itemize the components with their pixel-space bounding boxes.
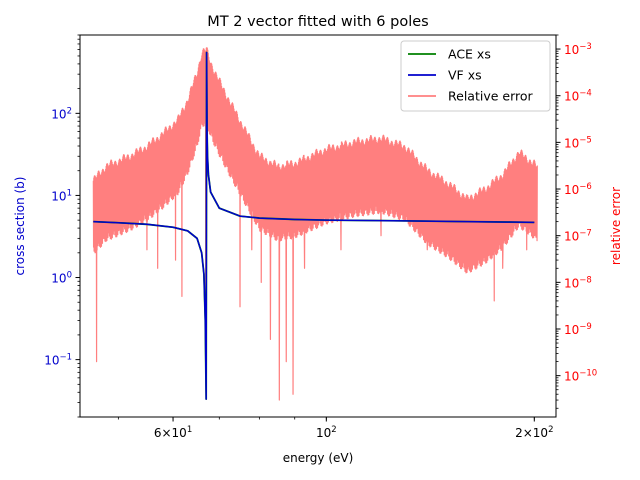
y-right-tick-label: 10−5 <box>564 135 592 150</box>
x-axis: 6×101 102 2×102 <box>117 417 553 440</box>
x-axis-label: energy (eV) <box>283 451 354 465</box>
y-right-tick-label: 10−9 <box>564 322 592 337</box>
y-axis-left: 10−1 100 101 102 <box>44 34 80 418</box>
y-axis-right: 10−10 10−9 10−8 10−7 10−6 10−5 10−4 10−3 <box>556 34 597 409</box>
chart-title: MT 2 vector fitted with 6 poles <box>207 14 428 30</box>
legend: ACE xs VF xs Relative error <box>400 40 551 112</box>
y-right-tick-label: 10−10 <box>564 369 597 384</box>
y-left-tick-label: 102 <box>51 106 72 121</box>
relative-error-layer <box>92 47 538 401</box>
legend-box <box>400 40 551 112</box>
x-tick-label-60: 6×101 <box>154 425 192 440</box>
cross-section-layer <box>93 51 535 401</box>
y-right-tick-label: 10−8 <box>564 275 592 290</box>
relative-error-line <box>92 47 538 401</box>
y-left-tick-label: 100 <box>51 271 72 286</box>
y-axis-right-label: relative error <box>609 187 623 265</box>
legend-label-vf-xs: VF xs <box>448 68 482 83</box>
legend-label-relative-error: Relative error <box>448 89 534 104</box>
x-tick-label-100: 102 <box>316 425 337 440</box>
y-left-tick-label: 10−1 <box>44 353 72 368</box>
y-right-tick-label: 10−7 <box>564 229 592 244</box>
legend-label-ace-xs: ACE xs <box>448 47 491 62</box>
vf-xs-line <box>93 51 535 400</box>
x-tick-label-200: 2×102 <box>515 425 553 440</box>
plot-frame <box>79 34 557 418</box>
y-right-tick-label: 10−4 <box>564 89 592 104</box>
y-right-tick-label: 10−3 <box>564 42 592 57</box>
y-axis-left-label: cross section (b) <box>13 177 27 276</box>
y-right-tick-label: 10−6 <box>564 182 592 197</box>
y-left-tick-label: 101 <box>51 188 72 203</box>
